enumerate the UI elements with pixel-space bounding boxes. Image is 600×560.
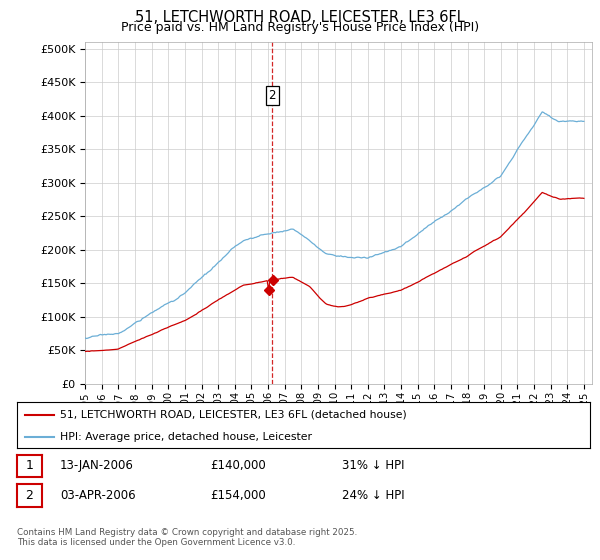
Text: 2: 2 <box>25 489 34 502</box>
Text: Contains HM Land Registry data © Crown copyright and database right 2025.
This d: Contains HM Land Registry data © Crown c… <box>17 528 357 547</box>
Text: £140,000: £140,000 <box>210 459 266 473</box>
Text: Price paid vs. HM Land Registry's House Price Index (HPI): Price paid vs. HM Land Registry's House … <box>121 21 479 34</box>
Text: 31% ↓ HPI: 31% ↓ HPI <box>342 459 404 473</box>
Text: 03-APR-2006: 03-APR-2006 <box>60 489 136 502</box>
Text: 51, LETCHWORTH ROAD, LEICESTER, LE3 6FL: 51, LETCHWORTH ROAD, LEICESTER, LE3 6FL <box>135 10 465 25</box>
Text: 13-JAN-2006: 13-JAN-2006 <box>60 459 134 473</box>
Text: HPI: Average price, detached house, Leicester: HPI: Average price, detached house, Leic… <box>60 432 312 441</box>
Text: 2: 2 <box>268 89 276 102</box>
Text: 24% ↓ HPI: 24% ↓ HPI <box>342 489 404 502</box>
Text: £154,000: £154,000 <box>210 489 266 502</box>
Text: 1: 1 <box>25 459 34 473</box>
Text: 51, LETCHWORTH ROAD, LEICESTER, LE3 6FL (detached house): 51, LETCHWORTH ROAD, LEICESTER, LE3 6FL … <box>60 410 407 420</box>
